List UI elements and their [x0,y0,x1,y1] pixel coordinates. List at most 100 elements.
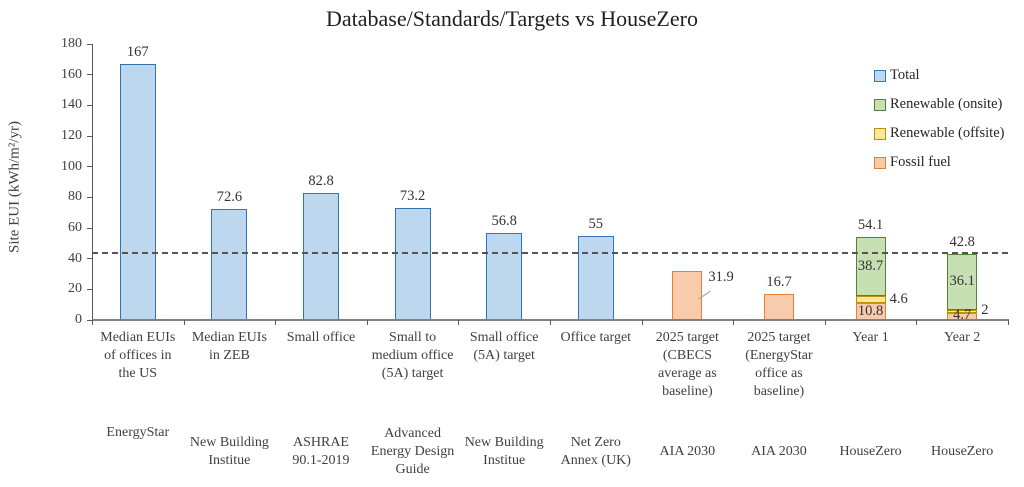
bar-segment-total [119,63,156,320]
source-label: New Building Institue [184,424,276,480]
category-label: Median EUIs of offices in the US [100,330,176,381]
source-label-text: New Building Institue [189,435,269,468]
category-label: 2025 target (EnergyStar office as baseli… [745,330,813,399]
source-label: Advanced Energy Design Guide [367,424,459,480]
bar-value-label: 56.8 [491,212,517,229]
source-label-text: EnergyStar [106,425,170,440]
x-axis-tick [458,320,460,325]
source-label: AIA 2030 [733,424,825,480]
y-axis-tick [87,258,92,260]
source-label: ASHRAE 90.1-2019 [275,424,367,480]
source-label-text: AIA 2030 [751,444,807,459]
y-tick-label: 140 [61,97,82,113]
bar-segment-renewable-onsite [855,237,886,297]
source-label-text: Advanced Energy Design Guide [370,426,455,477]
y-tick-label: 80 [68,189,82,205]
category-label: Small office [286,330,356,345]
bar-segment-renewable-offsite [947,309,978,313]
category-label: Median EUIs in ZEB [191,330,267,363]
legend-swatch-icon [874,156,886,169]
category-label: Year 2 [943,330,981,345]
y-tick-label: 180 [61,36,82,51]
x-axis-tick [183,320,185,325]
y-axis-line [92,44,93,320]
y-axis-tick [87,319,92,321]
x-axis-tick [824,320,826,325]
y-tick-label: 160 [61,66,82,82]
legend-swatch-icon [874,127,886,140]
y-tick-label: 120 [61,128,82,143]
bar-segment-total [303,193,339,320]
chart-title: Database/Standards/Targets vs HouseZero [326,6,698,31]
source-labels-row: EnergyStar New Building Institue ASHRAE 90… [92,424,1008,480]
legend-label: Fossil fuel [890,154,951,170]
bar-segment-total [577,235,614,320]
source-label: AIA 2030 [642,424,734,480]
x-axis-tick [275,320,277,325]
bar-value-label: 167 [126,43,149,60]
category-label: Small office (5A) target [469,330,539,363]
y-tick-label: 0 [75,312,82,327]
source-label-text: New Building Institue [464,435,544,468]
bar-total-label: 42.8 [949,234,975,251]
bar-value-label: 55 [588,215,604,232]
bar-segment-total [211,208,248,320]
source-label-text: HouseZero [839,444,902,459]
source-label: New Building Institue [458,424,550,480]
source-label: EnergyStar [92,424,184,480]
y-tick-label: 20 [68,281,82,297]
category-labels-row: Median EUIs of offices in the US Median E… [92,329,1008,401]
y-axis-tick [87,227,92,229]
y-axis-title: Site EUI (kWh/m²/yr) [6,121,23,253]
bar-value-label: 4.7 [953,307,972,324]
bar-segment-renewable-offsite [855,296,886,304]
category-label: Office target [560,330,632,345]
source-label: HouseZero [825,424,917,480]
bar-value-label: 36.1 [949,273,975,290]
bar-value-label: 38.7 [857,257,884,274]
source-label: HouseZero [916,424,1008,480]
legend: Total Renewable (onsite) Renewable (offsit… [874,61,1004,177]
category-label: Year 1 [852,330,889,345]
bar-value-label: 2 [981,302,989,319]
source-label-text: ASHRAE 90.1-2019 [292,435,350,468]
bar-value-label: 4.6 [889,290,908,307]
y-axis-tick [87,104,92,106]
y-tick-label: 40 [68,250,82,266]
legend-label: Total [890,67,920,83]
bar-segment-total [486,232,523,320]
bar-value-label: 31.9 [708,269,734,286]
source-label-text: Net Zero Annex (UK) [560,435,631,468]
x-axis-tick [916,320,918,325]
bar-total-label: 54.1 [857,217,884,234]
x-axis-tick [1008,320,1009,325]
y-axis-tick [87,135,92,137]
legend-item-total: Total [874,61,1004,90]
x-axis-tick [733,320,735,325]
bar-value-label: 72.6 [216,188,243,205]
y-axis-tick [87,74,92,76]
bar-segment-total [394,207,431,320]
x-axis-tick [641,320,643,325]
source-label: Net Zero Annex (UK) [550,424,642,480]
y-axis-tick [87,196,92,198]
y-tick-label: 60 [68,220,82,235]
bar-value-label: 73.2 [399,187,426,204]
bar-value-label: 16.7 [766,274,792,291]
bar-segment-fossil-fuel [672,271,703,320]
y-axis-tick [87,43,92,45]
x-axis-tick [92,320,93,325]
category-label: 2025 target (CBECS average as baseline) [655,330,719,399]
bar-segment-renewable-onsite [947,254,978,310]
dashed-reference-line [92,251,1008,254]
bar-value-label: 10.8 [857,302,884,319]
y-axis-tick [87,288,92,290]
y-axis-tick [87,166,92,168]
legend-label: Renewable (onsite) [890,96,1003,112]
y-tick-label: 100 [61,158,82,174]
bar-segment-fossil-fuel [764,294,794,320]
legend-swatch-icon [874,69,886,82]
legend-item-renewable-onsite: Renewable (onsite) [874,90,1004,119]
legend-item-renewable-offsite: Renewable (offsite) [874,119,1004,148]
